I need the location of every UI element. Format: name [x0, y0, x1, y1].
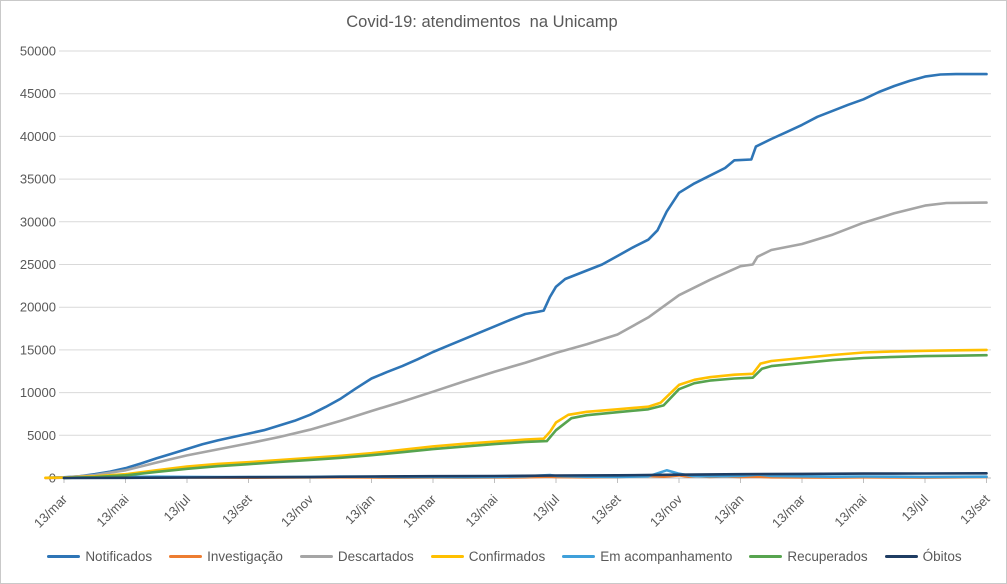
legend-label: Investigação — [207, 549, 283, 564]
legend-label: Óbitos — [922, 549, 962, 564]
legend-swatch — [562, 554, 596, 559]
legend-item-em-acompanhamento[interactable]: Em acompanhamento — [562, 549, 732, 564]
y-axis-label: 50000 — [20, 44, 56, 59]
legend-label: Confirmados — [468, 549, 546, 564]
legend-item-investiga-o[interactable]: Investigação — [169, 549, 283, 564]
series-line-recuperados — [62, 353, 988, 480]
x-axis-label: 13/mai — [831, 491, 869, 529]
y-axis-label: 30000 — [20, 214, 56, 229]
legend-item-confirmados[interactable]: Confirmados — [430, 549, 546, 564]
y-axis-label: 5000 — [27, 428, 56, 443]
x-axis-label: 13/set — [219, 491, 255, 527]
series-line-descartados — [53, 201, 988, 480]
legend-label: Notificados — [85, 549, 153, 564]
x-axis-label: 13/jan — [711, 492, 747, 528]
chart-title: Covid-19: atendimentos na Unicamp — [346, 13, 618, 31]
x-axis-label: 13/mar — [400, 491, 440, 531]
x-axis-label: 13/jan — [342, 492, 378, 528]
legend-label: Recuperados — [787, 549, 868, 564]
series-line--bitos — [62, 471, 988, 480]
legend-item-descartados[interactable]: Descartados — [299, 549, 414, 564]
x-axis-label: 13/mar — [769, 491, 809, 531]
x-axis-label: 13/nov — [278, 491, 317, 530]
legend-item-notificados[interactable]: Notificados — [47, 549, 152, 564]
legend-swatch — [884, 554, 918, 559]
y-axis-label: 15000 — [20, 342, 56, 357]
legend: Notificados Investigação Descartados Confir… — [1, 549, 1006, 564]
legend-item--bitos[interactable]: Óbitos — [884, 549, 962, 564]
x-axis-label: 13/jul — [530, 491, 563, 524]
legend-swatch — [430, 554, 464, 559]
series-line-confirmados — [44, 348, 988, 480]
x-axis-label: 13/set — [957, 491, 993, 527]
y-axis-label: 20000 — [20, 300, 56, 315]
plot-area: 0500010000150002000025000300003500040000… — [20, 44, 993, 531]
y-axis-label: 25000 — [20, 257, 56, 272]
legend-swatch — [169, 554, 203, 559]
legend-label: Descartados — [337, 549, 414, 564]
legend-swatch — [47, 554, 81, 559]
x-axis-label: 13/nov — [647, 491, 686, 530]
y-axis-label: 40000 — [20, 129, 56, 144]
y-axis-label: 35000 — [20, 172, 56, 187]
x-axis-label: 13/jul — [161, 491, 194, 524]
y-axis-label: 10000 — [20, 385, 56, 400]
x-axis-label: 13/set — [588, 491, 624, 527]
legend-swatch — [749, 554, 783, 559]
legend-label: Em acompanhamento — [600, 549, 733, 564]
x-axis-label: 13/mai — [93, 491, 131, 529]
x-axis-label: 13/jul — [899, 491, 932, 524]
legend-item-recuperados[interactable]: Recuperados — [749, 549, 868, 564]
x-axis-label: 13/mar — [31, 491, 71, 531]
series-line-notificados — [47, 72, 988, 480]
x-axis-label: 13/mai — [462, 491, 500, 529]
legend-swatch — [299, 554, 333, 559]
y-axis-label: 45000 — [20, 86, 56, 101]
